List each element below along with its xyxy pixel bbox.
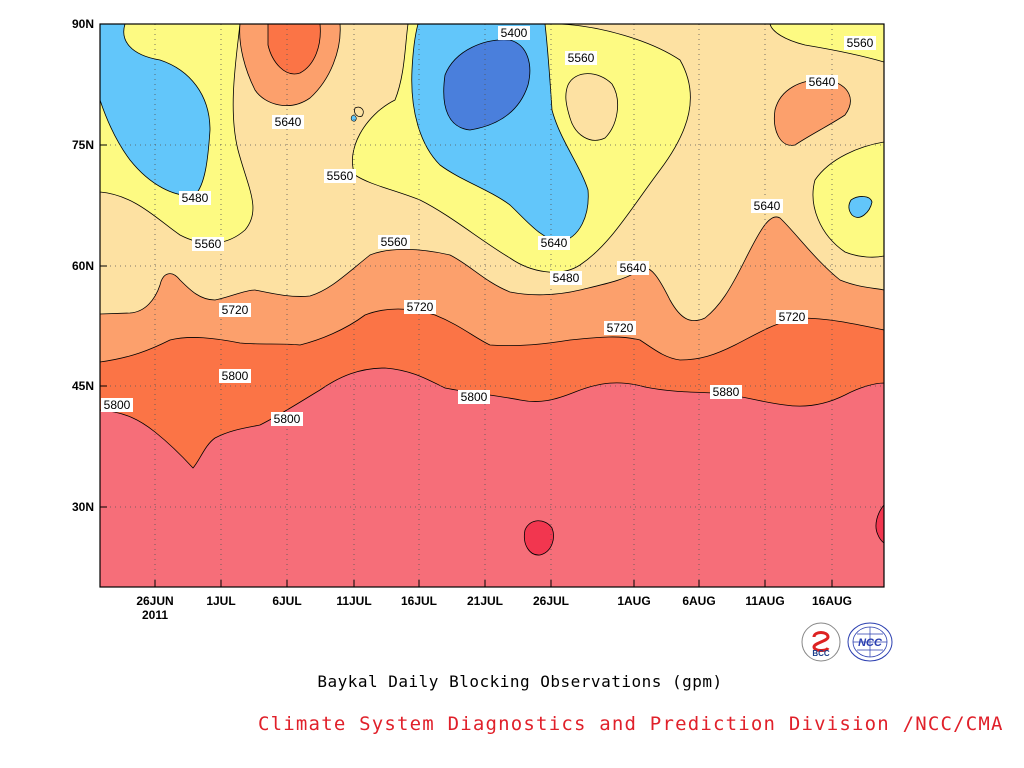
x-tick-label: 21JUL (467, 594, 503, 608)
contour-label: 5640 (617, 261, 649, 275)
band-5400-5480-small (848, 196, 873, 218)
x-tick-label: 1JUL (206, 594, 235, 608)
svg-text:5720: 5720 (222, 303, 249, 317)
svg-text:5480: 5480 (553, 271, 580, 285)
svg-text:5800: 5800 (104, 398, 131, 412)
x-tick-label: 6AUG (682, 594, 715, 608)
band-5640-5720-topright (773, 79, 851, 146)
y-tick-label: 45N (72, 379, 94, 393)
contour-labels: 5400 5560 5560 5640 5640 5560 5480 5560 5640 5480… (101, 26, 876, 426)
x-axis: 26JUN 1JUL 6JUL 11JUL 16JUL 21JUL 26JUL 1AUG 6AU… (136, 580, 852, 622)
contour-label: 5720 (404, 300, 436, 314)
y-tick-label: 90N (72, 17, 94, 31)
y-axis: 90N 75N 60N 45N 30N (72, 17, 107, 514)
y-tick-label: 30N (72, 500, 94, 514)
contour-label: 5400 (498, 26, 530, 40)
contour-label: 5480 (179, 191, 211, 205)
svg-text:5640: 5640 (541, 236, 568, 250)
band-5720-5800-top (267, 24, 321, 75)
contour-label: 5800 (219, 369, 251, 383)
contour-label: 5640 (538, 236, 570, 250)
band-above-5880-center (523, 520, 554, 556)
svg-text:5640: 5640 (754, 199, 781, 213)
contour-label: 5560 (324, 169, 356, 183)
svg-text:5400: 5400 (501, 26, 528, 40)
svg-text:5560: 5560 (327, 169, 354, 183)
y-tick-label: 60N (72, 259, 94, 273)
bcc-logo-text: BCC (812, 649, 830, 658)
contour-fills (100, 24, 884, 587)
grid-lines (100, 24, 884, 587)
x-tick-label: 11JUL (336, 594, 371, 608)
x-tick-year: 2011 (142, 608, 168, 622)
contour-label: 5800 (271, 412, 303, 426)
band-below-5400 (443, 39, 531, 131)
svg-text:5480: 5480 (182, 191, 209, 205)
x-tick-label: 1AUG (617, 594, 650, 608)
contour-label: 5560 (844, 36, 876, 50)
contour-label: 5720 (604, 321, 636, 335)
contour-label: 5720 (219, 303, 251, 317)
svg-text:5640: 5640 (809, 75, 836, 89)
svg-text:5800: 5800 (274, 412, 301, 426)
x-tick-label: 16AUG (812, 594, 852, 608)
contour-label: 5560 (565, 51, 597, 65)
contour-label: 5880 (710, 385, 742, 399)
svg-text:5640: 5640 (620, 261, 647, 275)
contour-label: 5640 (272, 115, 304, 129)
contour-label: 5480 (550, 271, 582, 285)
contour-label: 5800 (458, 390, 490, 404)
svg-text:5560: 5560 (381, 235, 408, 249)
svg-text:5720: 5720 (607, 321, 634, 335)
svg-text:5560: 5560 (195, 237, 222, 251)
contour-label: 5640 (806, 75, 838, 89)
contour-label: 5560 (192, 237, 224, 251)
x-tick-label: 11AUG (745, 594, 784, 608)
ncc-logo: NCC (847, 622, 893, 662)
y-tick-label: 75N (72, 138, 94, 152)
bcc-logo: BCC (801, 622, 841, 662)
pocket-5560-5640-a (565, 73, 619, 141)
ncc-logo-text: NCC (858, 637, 883, 649)
chart-caption: Baykal Daily Blocking Observations (gpm) (317, 672, 723, 691)
plot-frame (99, 23, 885, 588)
svg-text:5720: 5720 (779, 310, 806, 324)
svg-text:5560: 5560 (568, 51, 595, 65)
svg-text:5560: 5560 (847, 36, 874, 50)
svg-text:5720: 5720 (407, 300, 434, 314)
x-tick-label: 26JUN (136, 594, 173, 608)
svg-text:5640: 5640 (275, 115, 302, 129)
svg-text:5800: 5800 (222, 369, 249, 383)
contour-label: 5720 (776, 310, 808, 324)
band-5480-5560-topright (769, 24, 884, 63)
contour-label: 5800 (101, 398, 133, 412)
pocket-5560-5640-b (354, 106, 364, 117)
svg-text:5880: 5880 (713, 385, 740, 399)
contour-label: 5560 (378, 235, 410, 249)
x-tick-label: 6JUL (272, 594, 301, 608)
band-5480-5560-right (812, 141, 884, 258)
band-5400-5480-dot (350, 115, 357, 122)
svg-text:5800: 5800 (461, 390, 488, 404)
x-tick-label: 16JUL (401, 594, 437, 608)
contour-label: 5640 (751, 199, 783, 213)
credit-text: Climate System Diagnostics and Predictio… (258, 713, 1004, 735)
x-tick-label: 26JUL (533, 594, 569, 608)
